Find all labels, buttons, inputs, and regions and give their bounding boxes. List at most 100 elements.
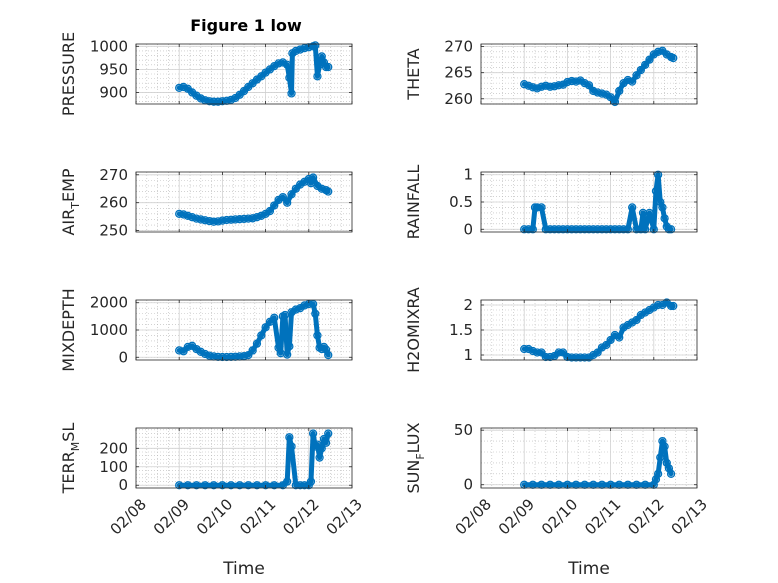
y-axis-label: MIXDEPTH [59,288,78,371]
y-axis-label-main: MIXDEPTH [59,288,78,371]
data-series [520,298,678,362]
data-series [175,429,333,490]
x-tick-label: 02/08 [107,495,150,538]
y-tick-label: 270 [99,166,128,184]
y-tick-label: 2000 [90,294,128,312]
y-axis-label-main: H2OMIXRA [404,287,423,373]
y-axis-label-rest: SL [59,423,78,442]
axes-box [135,171,353,233]
y-tick-label: 1000 [90,321,128,339]
y-tick-label: 270 [444,38,473,56]
x-axis-label: Time [567,559,610,579]
data-series [175,173,333,226]
y-axis-label: H2OMIXRA [404,287,423,373]
axes-box [135,43,353,105]
data-series [175,41,333,106]
dense-marker-band [286,309,295,349]
axes-box [480,427,698,489]
dense-marker-band [538,204,549,232]
x-tick-label: 02/12 [624,495,667,538]
dense-marker-band [655,454,663,477]
subplot-2: 260 265 270 THETA [404,38,698,108]
x-tick-label: 02/11 [581,495,624,538]
x-axis-label: Time [222,559,265,579]
y-axis-label-main: SUN [404,460,423,494]
y-axis-label: PRESSURE [59,32,78,116]
y-tick-label: 0 [118,476,128,494]
y-axis-label-main: TERR [59,451,78,494]
y-tick-label: 260 [444,90,473,108]
y-tick-label: 0.5 [449,193,473,211]
dense-marker-band [530,204,538,232]
dense-marker-band [651,188,659,232]
dense-marker-band [655,172,663,205]
y-axis-label-subscript: T [69,202,82,210]
subplot-4: 0 0.5 1 RAINFALL [404,165,698,240]
y-axis-label-main: AIR [59,209,78,236]
y-axis-label: THETA [404,48,423,100]
y-tick-label: 1000 [90,37,128,55]
figure-title: Figure 1 low [190,16,302,35]
x-tick-label: 02/10 [538,495,581,538]
subplot-3: 250 260 270 AIRTEMP [59,166,353,240]
subplot-6: 1 1.5 2 H2OMIXRA [404,287,698,373]
y-axis-label: AIRTEMP [59,168,82,235]
dense-marker-band [278,313,286,356]
dense-marker-band [323,431,331,446]
dense-marker-band [289,50,295,96]
dense-marker-band [666,465,674,477]
axes-box [480,43,698,105]
x-tick-label: 02/11 [236,495,279,538]
y-axis-label-rest: LUX [404,422,423,453]
dense-marker-band [312,311,320,338]
y-tick-label: 100 [99,458,128,476]
y-axis-label: SUNFLUX [404,422,427,493]
y-tick-label: 0 [463,220,473,238]
y-tick-label: 2 [463,296,473,314]
axes-box [135,427,353,489]
y-tick-label: 50 [454,421,473,439]
x-tick-label: 02/08 [452,495,495,538]
y-axis-label-main: THETA [404,48,423,100]
y-tick-label: 1 [463,346,473,364]
major-grid [481,44,697,104]
y-tick-label: 1 [463,166,473,184]
y-axis-label: RAINFALL [404,165,423,240]
x-tick-label: 02/09 [495,495,538,538]
y-axis-label-rest: EMP [59,168,78,202]
y-tick-label: 950 [99,60,128,78]
dense-marker-band [662,444,670,466]
subplot-8: 0 50 SUNFLUX 02/08 02/09 02/10 02/11 02/12 02/13… [404,421,711,579]
y-tick-label: 1.5 [449,321,473,339]
dense-marker-band [668,54,676,61]
x-tick-label: 02/12 [279,495,322,538]
y-tick-label: 0 [118,348,128,366]
data-series [520,170,676,234]
y-tick-label: 265 [444,64,473,82]
y-axis-label: TERRMSL [59,423,82,495]
y-tick-label: 250 [99,222,128,240]
dense-marker-band [289,443,299,488]
y-tick-label: 260 [99,194,128,212]
x-tick-label: 02/09 [150,495,193,538]
x-tick-label: 02/10 [193,495,236,538]
y-tick-label: 900 [99,83,128,101]
y-axis-label-main: PRESSURE [59,32,78,116]
x-tick-label: 02/13 [323,495,366,538]
subplot-1: 900 950 1000 PRESSURE [59,32,353,116]
y-tick-label: 200 [99,439,128,457]
dense-marker-band [629,204,640,232]
x-tick-label: 02/13 [668,495,711,538]
dense-marker-band [271,315,282,351]
y-axis-label-subscript: F [414,453,427,459]
y-tick-label: 0 [463,476,473,494]
dense-marker-band [323,187,331,195]
dense-marker-band [323,347,331,358]
y-axis-label-main: RAINFALL [404,165,423,240]
data-series [175,299,333,362]
subplot-5: 0 1000 2000 MIXDEPTH [59,288,353,372]
y-axis-label-subscript: M [69,442,82,452]
